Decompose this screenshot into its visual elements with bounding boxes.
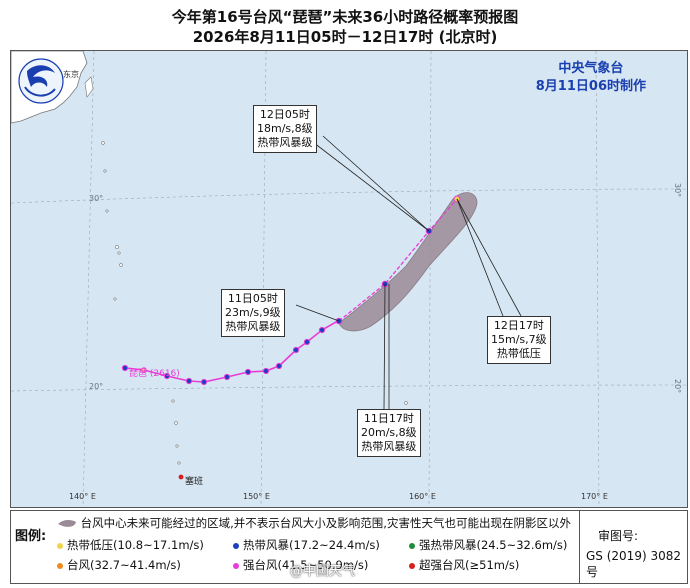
legend-item-ts: 热带风暴(17.2~24.4m/s) — [233, 537, 380, 553]
legend-cone-text: 台风中心未来可能经过的区域,并不表示台风大小及影响范围,灾害性天气也可能出现在阴… — [80, 516, 571, 530]
lon-line-160 — [428, 51, 432, 507]
legend-item-ty: 台风(32.7~41.4m/s) — [57, 557, 181, 573]
legend: 图例: 台风中心未来可能经过的区域,并不表示台风大小及影响范围,灾害性天气也可能… — [10, 510, 688, 584]
legend-title: 图例: — [15, 529, 47, 544]
logo-swirl-icon — [27, 65, 55, 87]
track-point[interactable] — [244, 368, 252, 376]
track-point[interactable] — [163, 372, 171, 380]
agency-name: 中央气象台 — [558, 61, 624, 76]
legend-item-sty: 强台风(41.5~50.9m/s) — [233, 557, 368, 573]
forecast-track — [338, 198, 458, 322]
legend-cone-row: 台风中心未来可能经过的区域,并不表示台风大小及影响范围,灾害性天气也可能出现在阴… — [57, 515, 571, 531]
leader-lines — [295, 135, 522, 410]
lon-line-170 — [595, 51, 600, 507]
forecast-map[interactable]: 塞班 琵琶 (2616) 30° 20° 30° 20° 140° E 150°… — [10, 50, 688, 508]
lon-label-170: 170° E — [581, 492, 608, 501]
track-point[interactable] — [141, 367, 147, 373]
lon-label-160: 160° E — [409, 492, 436, 501]
legend-item-super: 超强台风(≥51m/s) — [409, 557, 519, 573]
cone-swatch-icon — [58, 519, 76, 527]
logo-place-label: 东京 — [63, 69, 79, 79]
track-point[interactable] — [292, 346, 300, 354]
history-track — [124, 320, 340, 383]
island-izu — [84, 76, 94, 98]
leader-11d17h — [383, 283, 386, 410]
callout-level: 热带风暴级 — [225, 320, 281, 333]
sts-dot-icon — [409, 542, 415, 549]
watermark: @中国天气 — [290, 564, 356, 579]
review-code: GS (2019) 3082号 — [586, 549, 681, 579]
lat-line-30 — [11, 188, 687, 204]
callout-time: 12日05时 — [259, 108, 310, 121]
ty-dot-icon — [57, 562, 63, 569]
probability-cone[interactable] — [338, 192, 478, 332]
lon-label-150: 150° E — [243, 492, 270, 501]
super-dot-icon — [409, 562, 415, 569]
lon-label-140: 140° E — [69, 492, 96, 501]
td-dot-icon — [57, 542, 63, 549]
track-point[interactable] — [121, 364, 129, 372]
map-canvas: 塞班 琵琶 (2616) 30° 20° 30° 20° 140° E 150°… — [11, 51, 687, 507]
leader-12d17h-b — [456, 198, 522, 317]
agency-time: 8月11日06时制作 — [535, 79, 646, 94]
track-point[interactable] — [262, 367, 270, 375]
track-point[interactable] — [223, 373, 231, 381]
callout-11d05h: 11日05时 23m/s,9级 热带风暴级 — [221, 289, 285, 337]
map-title: 今年第16号台风“琵琶”未来36小时路径概率预报图 — [171, 8, 519, 26]
callout-12d05h: 12日05时 18m/s,8级 热带风暴级 — [253, 105, 317, 153]
callout-level: 热带风暴级 — [257, 136, 313, 149]
callout-wind: 23m/s,9级 — [225, 306, 281, 319]
track-point[interactable] — [275, 362, 283, 370]
review-label: 审图号: — [598, 529, 639, 543]
ocean — [11, 51, 687, 507]
leader-12d05h-b — [322, 135, 430, 232]
lat-label-20-right: 20° — [673, 379, 682, 393]
lon-line-140 — [82, 51, 95, 507]
ts-dot-icon — [233, 542, 239, 549]
callout-time: 12日17时 — [493, 319, 544, 332]
callout-12d17h: 12日17时 15m/s,7级 热带低压 — [487, 316, 551, 364]
callout-11d17h: 11日17时 20m/s,8级 热带风暴级 — [357, 409, 421, 457]
leader-12d17h — [456, 198, 504, 317]
track-point[interactable] — [200, 378, 208, 386]
callout-wind: 20m/s,8级 — [361, 426, 417, 439]
review-box: 审图号: GS (2019) 3082号 — [579, 511, 688, 583]
typhoon-name-label: 琵琶 (2616) — [129, 368, 180, 379]
callout-wind: 15m/s,7级 — [491, 333, 547, 346]
track-point[interactable] — [185, 377, 193, 385]
callout-time: 11日17时 — [363, 412, 414, 425]
lat-label-30-right: 30° — [673, 183, 682, 197]
map-subtitle: 2026年8月11日05时－12日17时 (北京时) — [192, 28, 498, 46]
graticule — [11, 51, 687, 507]
lon-line-150 — [260, 51, 267, 507]
lat-label-20-left: 20° — [89, 382, 103, 391]
sty-dot-icon — [233, 562, 239, 569]
callout-level: 热带低压 — [496, 347, 541, 360]
saipan-label: 塞班 — [185, 475, 203, 487]
callout-wind: 18m/s,8级 — [257, 122, 313, 135]
lat-line-20 — [11, 384, 687, 392]
callout-level: 热带风暴级 — [361, 440, 417, 453]
legend-item-sts: 强热带风暴(24.5~32.6m/s) — [409, 537, 567, 553]
leader-12d05h — [304, 135, 430, 232]
cma-logo — [18, 58, 64, 104]
callout-time: 11日05时 — [227, 292, 278, 305]
track-point[interactable] — [303, 338, 311, 346]
small-islands — [101, 141, 408, 465]
lat-label-30-left: 30° — [89, 194, 103, 203]
track-point[interactable] — [318, 326, 326, 334]
leader-11d05h — [295, 304, 340, 322]
agency-stamp: 中央气象台 8月11日06时制作 — [536, 60, 646, 96]
legend-item-td: 热带低压(10.8~17.1m/s) — [57, 537, 204, 553]
saipan-marker — [178, 474, 184, 480]
